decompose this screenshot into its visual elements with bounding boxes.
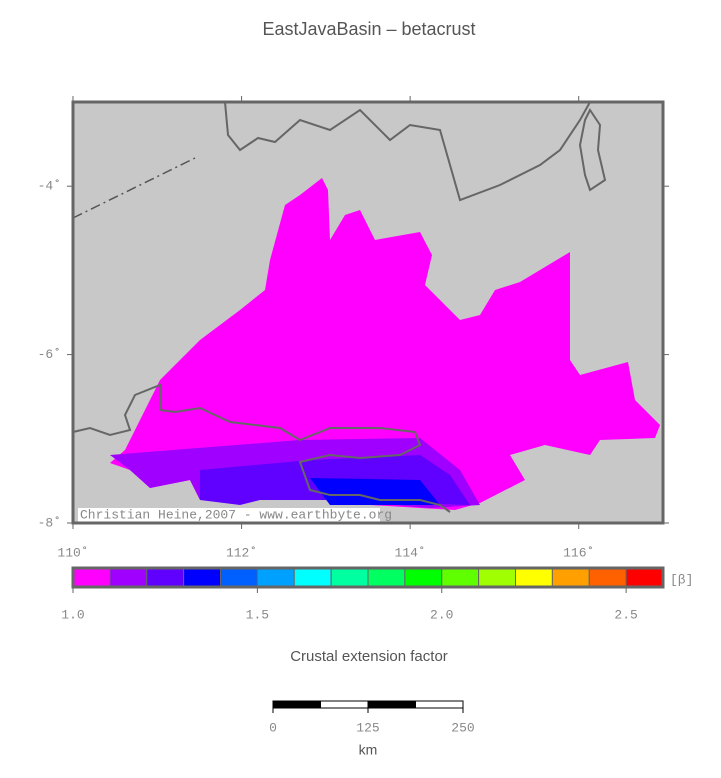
colorbar-cell (515, 567, 553, 588)
colorbar-tick-label: 1.0 (61, 607, 84, 622)
coastline (578, 108, 607, 192)
credit: Christian Heine,2007 - www.earthbyte.org (80, 507, 392, 522)
x-tick-label: 112˚ (226, 545, 257, 560)
y-tick-label: -4˚ (38, 179, 61, 194)
colorbar-cell (183, 567, 221, 588)
colorbar-cell (478, 567, 516, 588)
colorbar-tick-label: 1.5 (246, 607, 269, 622)
colorbar-cell (441, 567, 480, 588)
colorbar-cell (330, 567, 369, 588)
colorbar-cell (72, 567, 111, 588)
boundary-line (72, 157, 196, 219)
colorbar-frame (71, 566, 665, 589)
colorbar-unit: [β] (670, 572, 693, 587)
scalebar-segment (415, 700, 464, 709)
colorbar-tick-label: 2.0 (430, 607, 453, 622)
scalebar-segment (367, 700, 416, 709)
colorbar-cell (220, 567, 258, 588)
x-tick-label: 116˚ (563, 545, 594, 560)
scalebar-segment (272, 700, 321, 709)
colorbar-cell (293, 567, 332, 588)
beta-region (110, 178, 660, 510)
colorbar-cell (588, 567, 627, 588)
credit-background (78, 508, 380, 522)
title: EastJavaBasin – betacrust (262, 19, 475, 39)
x-tick-label: 114˚ (395, 545, 426, 560)
scalebar-tick-label: 0 (269, 720, 277, 735)
colorbar-cell (625, 567, 664, 588)
coastline (224, 101, 591, 202)
colorbar-cell (109, 567, 148, 588)
scalebar-tick-label: 125 (356, 720, 379, 735)
beta-region (310, 478, 440, 505)
coastline (72, 383, 451, 513)
map-frame (71, 100, 665, 525)
colorbar-cell (146, 567, 185, 588)
y-tick-label: -6˚ (38, 347, 61, 362)
y-tick-label: -8˚ (38, 515, 61, 530)
scalebar-tick-label: 250 (451, 720, 474, 735)
colorbar-cell (256, 567, 295, 588)
colorbar-label: Crustal extension factor (290, 648, 448, 665)
x-tick-label: 110˚ (57, 545, 88, 560)
colorbar-tick-label: 2.5 (614, 607, 637, 622)
scalebar-segment (320, 700, 369, 709)
colorbar-cell (551, 567, 590, 588)
colorbar-cell (404, 567, 443, 588)
colorbar-cell (367, 567, 406, 588)
scalebar-unit: km (359, 742, 378, 758)
map-area: Christian Heine,2007 - www.earthbyte.org (71, 100, 665, 525)
